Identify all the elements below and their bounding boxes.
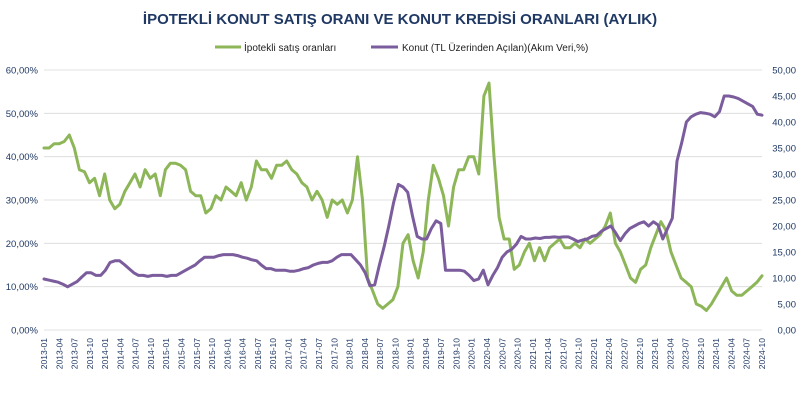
y-right-tick-label: 10,00 — [772, 274, 796, 285]
chart-title: İPOTEKLİ KONUT SATIŞ ORANI VE KONUT KRED… — [143, 11, 657, 28]
gridlines — [44, 69, 762, 331]
x-tick-label: 2016-10 — [268, 338, 278, 369]
x-tick-label: 2020-04 — [482, 338, 492, 369]
x-tick-label: 2015-07 — [192, 338, 202, 369]
x-tick-label: 2015-04 — [176, 338, 186, 369]
y-axis-right: 0,00 5,00 10,00 15,00 20,00 25,00 30,00 35,00 40… — [772, 66, 796, 337]
series-line-ipotekli-satis — [42, 81, 764, 312]
x-tick-label: 2022-01 — [589, 338, 599, 369]
y-left-tick-label: 20,00% — [6, 239, 39, 250]
x-tick-label: 2024-01 — [711, 338, 721, 369]
x-tick-label: 2013-01 — [39, 338, 49, 369]
legend: İpotekli satış oranları Konut (TL Üzerin… — [215, 41, 588, 54]
y-left-tick-label: 40,00% — [6, 152, 39, 163]
x-tick-label: 2022-10 — [635, 338, 645, 369]
x-tick-label: 2013-04 — [54, 338, 64, 369]
x-tick-label: 2014-04 — [115, 338, 125, 369]
y-right-tick-label: 0,00 — [778, 326, 797, 337]
x-tick-label: 2024-04 — [726, 338, 736, 369]
x-tick-label: 2019-07 — [436, 338, 446, 369]
y-right-tick-label: 20,00 — [772, 222, 796, 233]
x-tick-label: 2019-10 — [451, 338, 461, 369]
legend-label-konut: Konut (TL Üzerinden Açılan)(Akım Veri,%) — [402, 42, 588, 54]
x-tick-label: 2014-01 — [100, 338, 110, 369]
x-tick-label: 2023-07 — [681, 338, 691, 369]
x-tick-label: 2015-01 — [161, 338, 171, 369]
y-left-tick-label: 60,00% — [6, 66, 39, 77]
x-tick-label: 2022-04 — [604, 338, 614, 369]
y-left-tick-label: 50,00% — [6, 109, 39, 120]
x-tick-label: 2020-10 — [513, 338, 523, 369]
x-tick-label: 2021-04 — [543, 338, 553, 369]
y-right-tick-label: 15,00 — [772, 248, 796, 259]
x-tick-label: 2017-10 — [329, 338, 339, 369]
y-left-tick-label: 30,00% — [6, 196, 39, 207]
x-tick-label: 2018-04 — [360, 338, 370, 369]
x-tick-label: 2016-07 — [253, 338, 263, 369]
y-left-tick-label: 0,00% — [11, 326, 38, 337]
y-right-tick-label: 45,00 — [772, 92, 796, 103]
x-tick-label: 2023-01 — [650, 338, 660, 369]
x-tick-label: 2020-07 — [497, 338, 507, 369]
x-tick-label: 2024-10 — [757, 338, 767, 369]
x-tick-label: 2018-10 — [390, 338, 400, 369]
x-tick-label: 2015-10 — [207, 338, 217, 369]
x-tick-label: 2013-10 — [85, 338, 95, 369]
x-tick-label: 2022-07 — [620, 338, 630, 369]
x-axis: 2013-01 2013-04 2013-07 2013-10 2014-01 2014-… — [39, 338, 767, 369]
x-tick-label: 2019-04 — [421, 338, 431, 369]
x-tick-label: 2014-07 — [131, 338, 141, 369]
y-right-tick-label: 40,00 — [772, 118, 796, 129]
y-right-tick-label: 50,00 — [772, 66, 796, 77]
x-tick-label: 2024-07 — [742, 338, 752, 369]
x-tick-label: 2021-07 — [558, 338, 568, 369]
x-tick-label: 2018-07 — [375, 338, 385, 369]
x-tick-label: 2023-04 — [665, 338, 675, 369]
x-tick-label: 2014-10 — [146, 338, 156, 369]
y-right-tick-label: 30,00 — [772, 170, 796, 181]
y-right-tick-label: 25,00 — [772, 196, 796, 207]
x-tick-label: 2019-01 — [406, 338, 416, 369]
y-right-tick-label: 35,00 — [772, 144, 796, 155]
x-tick-label: 2013-07 — [70, 338, 80, 369]
x-tick-label: 2017-07 — [314, 338, 324, 369]
x-tick-label: 2017-01 — [283, 338, 293, 369]
series-line-konut-kredisi — [42, 94, 764, 289]
x-tick-label: 2017-04 — [299, 338, 309, 369]
y-left-tick-label: 10,00% — [6, 282, 39, 293]
x-tick-label: 2020-01 — [467, 338, 477, 369]
y-axis-left: 0,00% 10,00% 20,00% 30,00% 40,00% 50,00% 60,00… — [6, 66, 39, 337]
x-tick-label: 2018-01 — [345, 338, 355, 369]
x-tick-label: 2021-10 — [574, 338, 584, 369]
x-tick-label: 2016-04 — [238, 338, 248, 369]
legend-label-ipotekli: İpotekli satış oranları — [244, 41, 336, 54]
x-tick-label: 2016-01 — [222, 338, 232, 369]
y-right-tick-label: 5,00 — [778, 300, 797, 311]
x-tick-label: 2021-01 — [528, 338, 538, 369]
plot-lines — [42, 81, 764, 312]
x-tick-label: 2023-10 — [696, 338, 706, 369]
